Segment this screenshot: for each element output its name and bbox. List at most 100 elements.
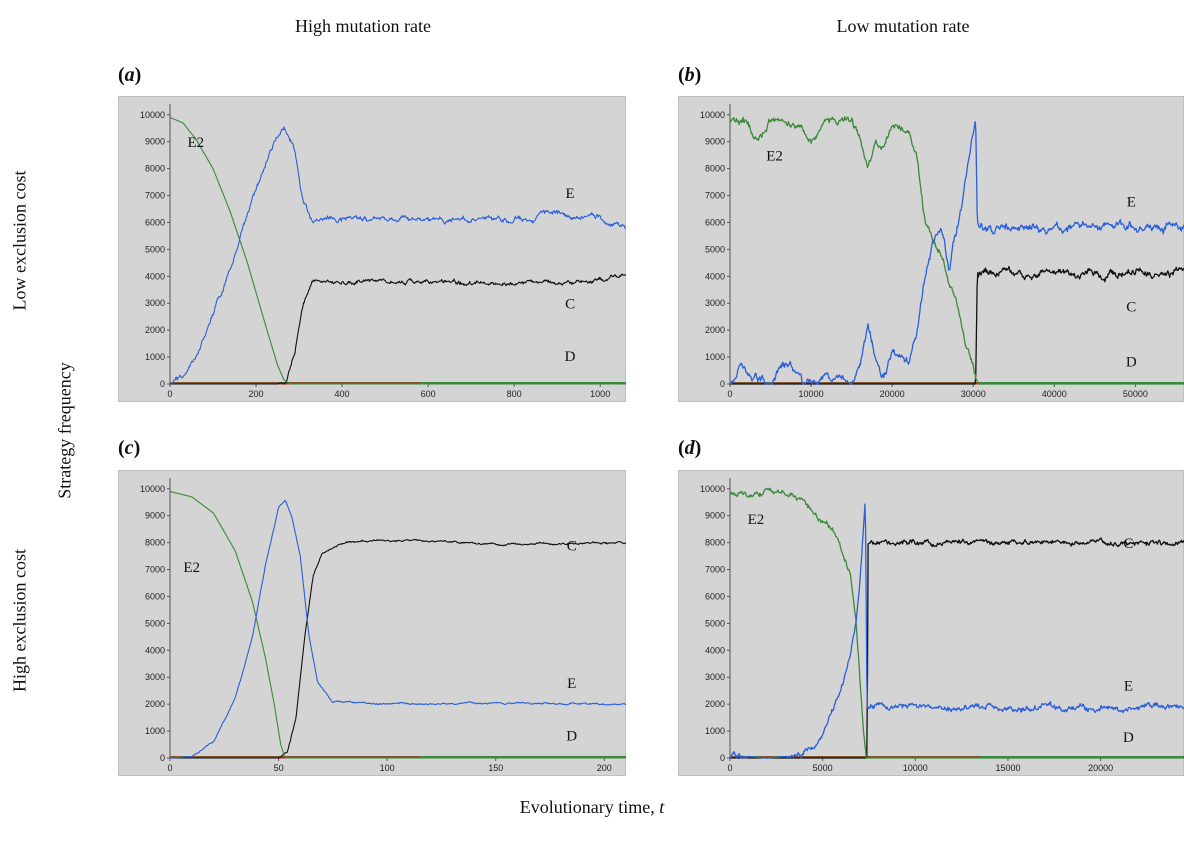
y-tick-label: 8000 <box>705 164 725 174</box>
x-tick-label: 50000 <box>1123 389 1148 399</box>
plot-background <box>118 470 626 776</box>
chart-svg-c: 0100020003000400050006000700080009000100… <box>118 470 626 776</box>
series-label-D: D <box>565 349 576 365</box>
series-line-E2 <box>729 116 1184 385</box>
y-tick-label: 4000 <box>145 645 165 655</box>
series-label-E2: E2 <box>766 149 783 165</box>
series-label-C: C <box>1126 299 1136 315</box>
y-tick-label: 3000 <box>145 672 165 682</box>
row-title-high-exclusion: High exclusion cost <box>9 549 30 692</box>
x-tick-label: 100 <box>380 763 395 773</box>
series-label-E: E <box>1127 194 1136 210</box>
plot-a: 0 1000 2000 3000 4000 5000 6000 7000 8000 9000 100… <box>118 96 626 402</box>
x-axis-title: Evolutionary time, t <box>519 797 665 817</box>
y-tick-label: 2000 <box>145 325 165 335</box>
y-tick-label: 9000 <box>705 137 725 147</box>
series-label-C: C <box>567 539 577 555</box>
y-tick-label: 0 <box>720 753 725 763</box>
y-tick-label: 1000 <box>145 352 165 362</box>
y-tick-label: 1000 <box>145 726 165 736</box>
series-line-E <box>169 126 626 385</box>
series-line-E2 <box>729 487 1184 759</box>
plot-background <box>118 96 626 402</box>
plot-d: 0 1000 2000 3000 4000 5000 6000 7000 8000 9000 100… <box>678 470 1184 776</box>
y-tick-label: 8000 <box>145 538 165 548</box>
x-tick-label: 1000 <box>590 389 610 399</box>
series-label-E2: E2 <box>748 512 765 528</box>
x-tick-label: 0 <box>727 389 732 399</box>
y-tick-label: 0 <box>160 753 165 763</box>
column-title-high-mutation: High mutation rate <box>295 16 431 36</box>
panel-label-c: (c) <box>118 437 141 459</box>
plot-b: 0 1000 2000 3000 4000 5000 6000 7000 8000 9000 100… <box>678 96 1184 402</box>
x-tick-label: 0 <box>167 763 172 773</box>
y-tick-label: 8000 <box>145 164 165 174</box>
y-tick-label: 10000 <box>700 110 725 120</box>
series-label-C: C <box>1123 536 1133 552</box>
y-tick-label: 8000 <box>705 538 725 548</box>
series-label-D: D <box>1123 730 1134 746</box>
y-tick-label: 7000 <box>145 191 165 201</box>
series-label-E: E <box>1124 679 1133 695</box>
x-tick-label: 400 <box>335 389 350 399</box>
y-tick-label: 6000 <box>705 217 725 227</box>
column-title-low-mutation: Low mutation rate <box>836 16 970 36</box>
y-tick-label: 0 <box>720 379 725 389</box>
series-line-E <box>729 503 1184 759</box>
plot-c: 0 1000 2000 3000 4000 5000 6000 7000 8000 9000 100… <box>118 470 626 776</box>
y-tick-label: 6000 <box>705 591 725 601</box>
panel-label-a: (a) <box>118 64 142 86</box>
plot-background <box>678 470 1184 776</box>
y-tick-label: 2000 <box>705 699 725 709</box>
series-label-C: C <box>565 297 575 313</box>
y-tick-label: 7000 <box>705 191 725 201</box>
y-tick-label: 4000 <box>705 645 725 655</box>
y-tick-label: 2000 <box>145 699 165 709</box>
y-tick-label: 10000 <box>700 484 725 494</box>
x-tick-label: 30000 <box>961 389 986 399</box>
y-tick-label: 5000 <box>145 244 165 254</box>
x-tick-label: 40000 <box>1042 389 1067 399</box>
series-label-E2: E2 <box>187 135 204 151</box>
series-line-C <box>170 538 626 759</box>
chart-svg-a: 0100020003000400050006000700080009000100… <box>118 96 626 402</box>
series-line-E2 <box>169 490 626 759</box>
y-tick-label: 9000 <box>705 511 725 521</box>
y-tick-label: 10000 <box>140 110 165 120</box>
y-tick-label: 9000 <box>145 511 165 521</box>
x-tick-label: 150 <box>488 763 503 773</box>
x-tick-label: 200 <box>249 389 264 399</box>
x-tick-label: 600 <box>421 389 436 399</box>
y-tick-label: 1000 <box>705 726 725 736</box>
series-label-E: E <box>565 186 574 202</box>
series-line-C <box>170 273 626 385</box>
x-tick-label: 20000 <box>880 389 905 399</box>
panel-label-d: (d) <box>678 437 702 459</box>
x-tick-label: 20000 <box>1088 763 1113 773</box>
row-title-low-exclusion: Low exclusion cost <box>9 170 30 311</box>
y-tick-label: 7000 <box>705 565 725 575</box>
x-tick-label: 10000 <box>799 389 824 399</box>
y-tick-label: 4000 <box>145 271 165 281</box>
y-tick-label: 5000 <box>705 244 725 254</box>
y-tick-label: 7000 <box>145 565 165 575</box>
y-axis-title: Strategy frequency <box>54 362 75 499</box>
y-tick-label: 1000 <box>705 352 725 362</box>
x-tick-label: 0 <box>727 763 732 773</box>
x-tick-label: 15000 <box>995 763 1020 773</box>
y-tick-label: 5000 <box>145 618 165 628</box>
x-tick-label: 50 <box>274 763 284 773</box>
y-tick-label: 0 <box>160 379 165 389</box>
series-line-E <box>170 499 626 759</box>
series-line-E2 <box>169 116 626 385</box>
chart-svg-d: 0 1000 2000 3000 4000 5000 6000 7000 8000 9000 100… <box>678 470 1184 776</box>
series-line-C <box>729 265 1184 385</box>
series-label-E2: E2 <box>183 560 200 576</box>
y-tick-label: 5000 <box>705 618 725 628</box>
y-tick-label: 6000 <box>145 591 165 601</box>
x-tick-label: 0 <box>167 389 172 399</box>
y-tick-label: 6000 <box>145 217 165 227</box>
x-tick-label: 800 <box>507 389 522 399</box>
x-tick-label: 5000 <box>813 763 833 773</box>
y-tick-label: 2000 <box>705 325 725 335</box>
